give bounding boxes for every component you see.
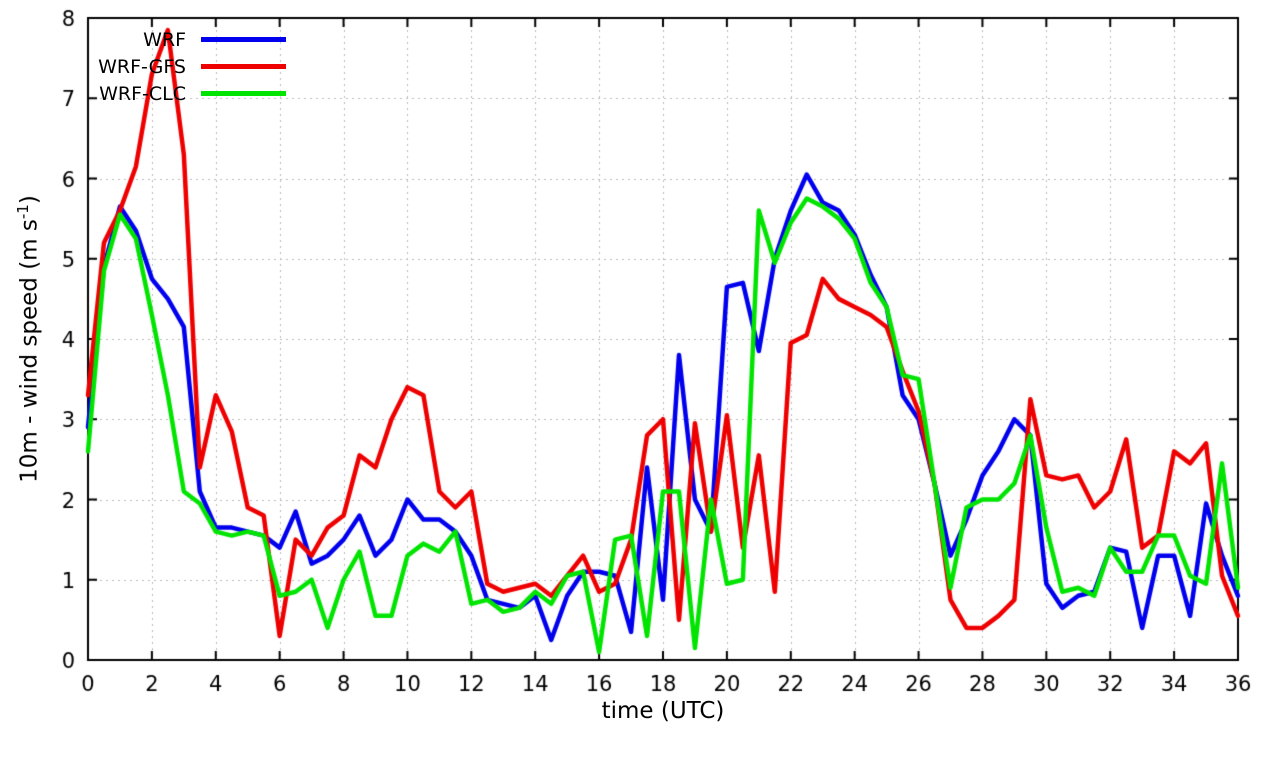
legend-item-wrf-gfs: WRF-GFS [86,53,286,80]
legend: WRF WRF-GFS WRF-CLC [86,26,286,107]
legend-label-wrf-gfs: WRF-GFS [98,55,186,78]
y-axis-label-text: 10m - wind speed (m s [16,219,43,483]
x-axis-label: time (UTC) [601,698,725,724]
legend-line-sample-wrf-gfs [201,64,286,69]
y-axis-label-close: ) [16,195,43,205]
legend-item-wrf: WRF [86,26,286,53]
legend-label-wrf: WRF [143,28,186,51]
legend-line-sample-wrf [201,37,286,42]
y-axis-label: 10m - wind speed (m s-1) [14,195,43,483]
legend-item-wrf-clc: WRF-CLC [86,80,286,107]
y-axis-label-superscript: -1 [14,204,32,220]
legend-line-sample-wrf-clc [201,91,286,96]
legend-label-wrf-clc: WRF-CLC [99,82,186,105]
